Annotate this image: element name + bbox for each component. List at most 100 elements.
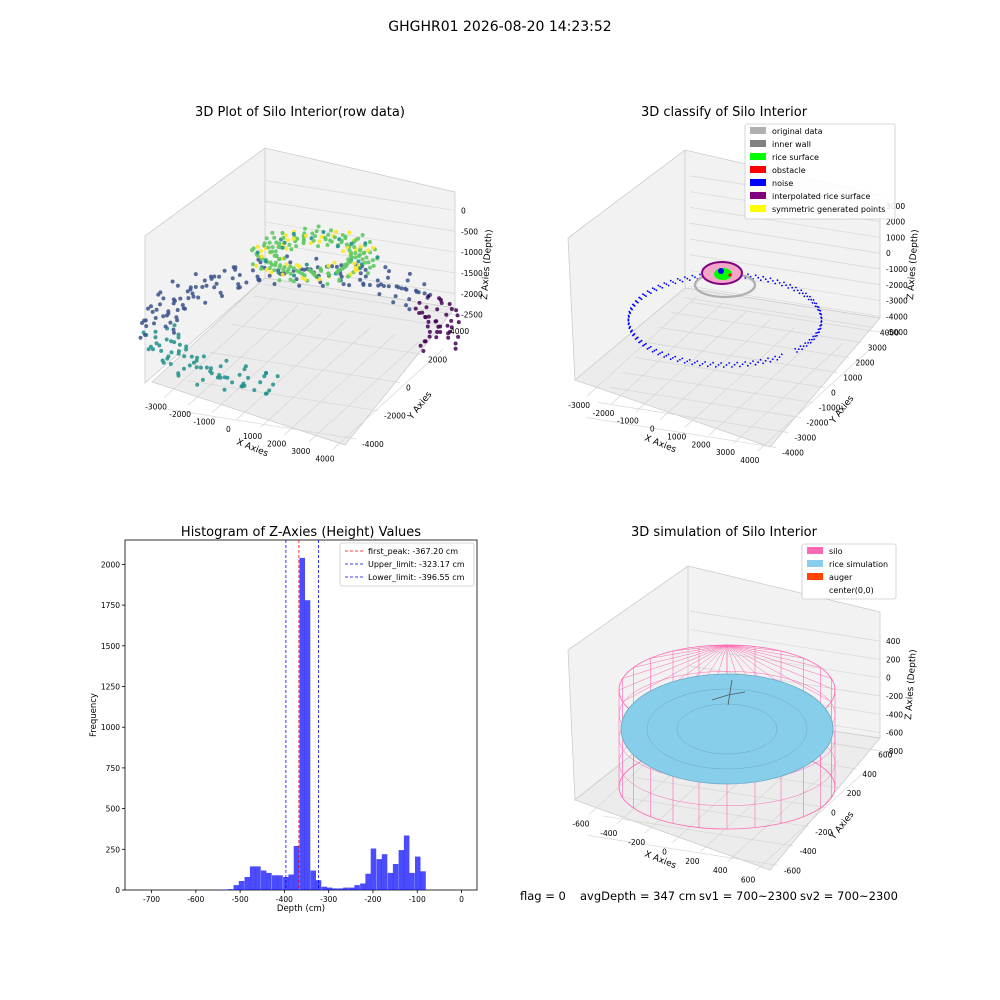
noise-point [800, 289, 803, 292]
raw-data-point [417, 311, 422, 315]
raw-data-point [386, 284, 391, 289]
noise-point [646, 290, 649, 292]
noise-point [665, 354, 668, 357]
panel2-ticks: -3000-2000-100001000200030004000-4000-30… [568, 202, 908, 465]
grid-line-z [689, 301, 881, 333]
noise-point [806, 295, 809, 298]
raw-data-point [426, 294, 431, 299]
raw-data-point [424, 305, 429, 310]
raw-data-point [218, 375, 223, 380]
raw-data-point [360, 257, 365, 262]
histogram-bar [349, 887, 355, 890]
noise-point [816, 334, 818, 337]
raw-data-point [256, 277, 261, 282]
noise-point [643, 294, 646, 296]
z-tick-label: -400 [886, 710, 903, 719]
panel1-zlabel: Z Axies (Depth) [480, 229, 495, 300]
noise-point [769, 360, 772, 363]
raw-data-point [196, 295, 201, 300]
raw-data-point [297, 283, 302, 288]
raw-data-point [426, 319, 431, 324]
raw-data-point [222, 387, 227, 392]
raw-data-point [282, 240, 287, 245]
noise-point [696, 360, 699, 362]
raw-data-point [236, 285, 241, 290]
raw-data-point [280, 231, 285, 235]
z-tick-label: -800 [886, 747, 903, 756]
raw-data-point [313, 234, 317, 238]
auger-line [727, 691, 746, 696]
raw-data-point [349, 241, 354, 246]
grid-line-z [264, 180, 456, 211]
panel4-title: 3D simulation of Silo Interior [631, 525, 818, 540]
noise-point [661, 286, 664, 289]
raw-data-point [438, 298, 443, 302]
noise-point [764, 359, 767, 362]
panel4-zlabel: Z Axies (Depth) [904, 649, 919, 720]
grid-line-x [260, 326, 371, 428]
raw-data-point [363, 267, 368, 272]
x-tick-label: -500 [232, 895, 249, 904]
raw-data-point [233, 267, 238, 272]
grid-line-z [689, 285, 881, 317]
raw-data-point [366, 248, 371, 253]
grid-line-z [689, 207, 881, 238]
noise-point [651, 287, 654, 290]
histogram-bar [244, 877, 250, 890]
noise-point [688, 359, 691, 361]
raw-data-point [198, 365, 203, 370]
noise-point [757, 361, 759, 364]
raw-data-point [270, 230, 275, 235]
noise-point [672, 357, 674, 359]
raw-data-point [449, 325, 454, 330]
raw-data-point [379, 282, 383, 287]
raw-data-point [358, 248, 362, 253]
raw-data-point [363, 274, 368, 279]
legend-label: original data [772, 127, 823, 136]
raw-data-point [153, 316, 158, 320]
panel4-xlabel: X Axies [643, 850, 678, 872]
figure-suptitle: GHGHR01 2026-08-20 14:23:52 [388, 19, 611, 35]
panel4-rice-surface [620, 673, 834, 785]
legend-swatch [750, 179, 766, 186]
noise-point [789, 283, 792, 286]
raw-data-point [144, 324, 149, 329]
raw-data-point [264, 371, 268, 376]
silo-roof-line [633, 644, 728, 668]
grid-line-x [236, 319, 347, 421]
raw-data-point [182, 366, 186, 371]
raw-data-point [339, 274, 344, 279]
z-tick-label: -2000 [886, 281, 908, 290]
noise-point [649, 345, 652, 348]
raw-data-point [266, 245, 271, 250]
grid-line-y [683, 297, 874, 328]
raw-data-point [294, 268, 299, 273]
raw-data-point [330, 264, 334, 269]
panel1-ticks: -3000-2000-100001000200030004000-4000-20… [145, 206, 483, 463]
histogram-bar [238, 881, 245, 890]
y-tick-label: 1500 [101, 642, 120, 651]
z-tick-label: 0 [886, 674, 891, 683]
histogram-bar [403, 835, 410, 890]
noise-point [637, 301, 639, 304]
x-tick-label: 0 [650, 425, 655, 434]
legend-label: Lower_limit: -396.55 cm [368, 573, 465, 582]
raw-data-point [348, 253, 353, 258]
noise-point [725, 364, 728, 366]
noise-point [774, 282, 777, 285]
x-tick-label: 0 [226, 425, 231, 434]
raw-data-point [445, 323, 450, 328]
noise-point [813, 338, 815, 341]
raw-data-point [326, 263, 331, 268]
raw-data-point [263, 259, 268, 264]
histogram-bar [249, 866, 256, 890]
noise-point [798, 292, 801, 295]
noise-point [754, 274, 757, 277]
raw-data-point [292, 273, 296, 278]
raw-data-point [336, 267, 341, 272]
z-tick-label: 0 [461, 206, 466, 215]
raw-data-point [407, 271, 412, 276]
grid-line-z [689, 665, 881, 697]
raw-data-point [258, 380, 263, 385]
raw-data-point [386, 275, 390, 280]
